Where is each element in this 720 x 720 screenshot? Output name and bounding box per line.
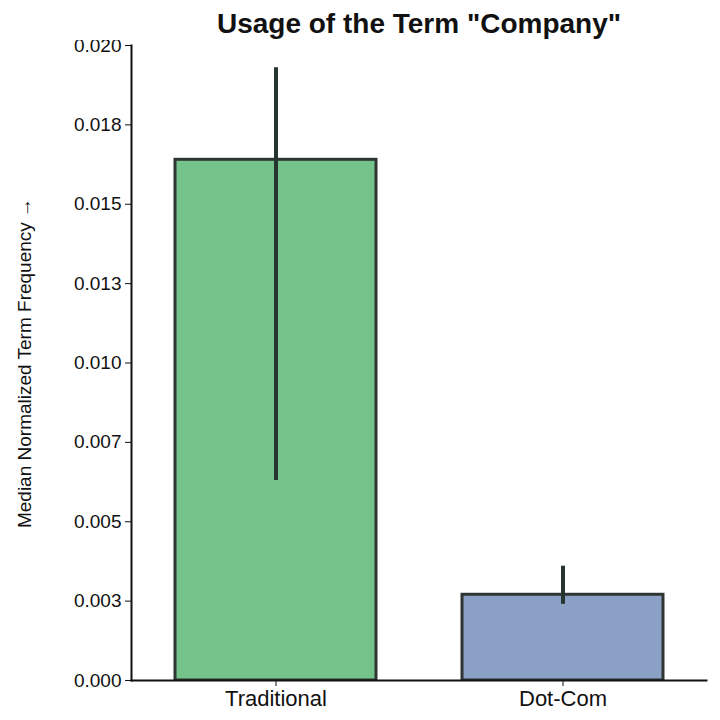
svg-text:0.005: 0.005: [74, 511, 122, 532]
svg-text:Median Normalized Term Frequen: Median Normalized Term Frequency →: [14, 198, 35, 528]
svg-text:0.003: 0.003: [74, 590, 122, 611]
svg-text:0.010: 0.010: [74, 352, 122, 373]
svg-text:0.007: 0.007: [74, 431, 122, 452]
svg-text:Traditional: Traditional: [225, 686, 327, 711]
html-text:Usage of the Term "Company": Usage of the Term "Company": [216, 8, 621, 39]
svg-text:0.020: 0.020: [74, 40, 122, 56]
svg-text:0.013: 0.013: [74, 273, 122, 294]
svg-text:0.018: 0.018: [74, 114, 122, 135]
svg-text:0.000: 0.000: [74, 670, 122, 691]
svg-text:0.015: 0.015: [74, 193, 122, 214]
svg-text:Dot-Com: Dot-Com: [519, 686, 607, 711]
